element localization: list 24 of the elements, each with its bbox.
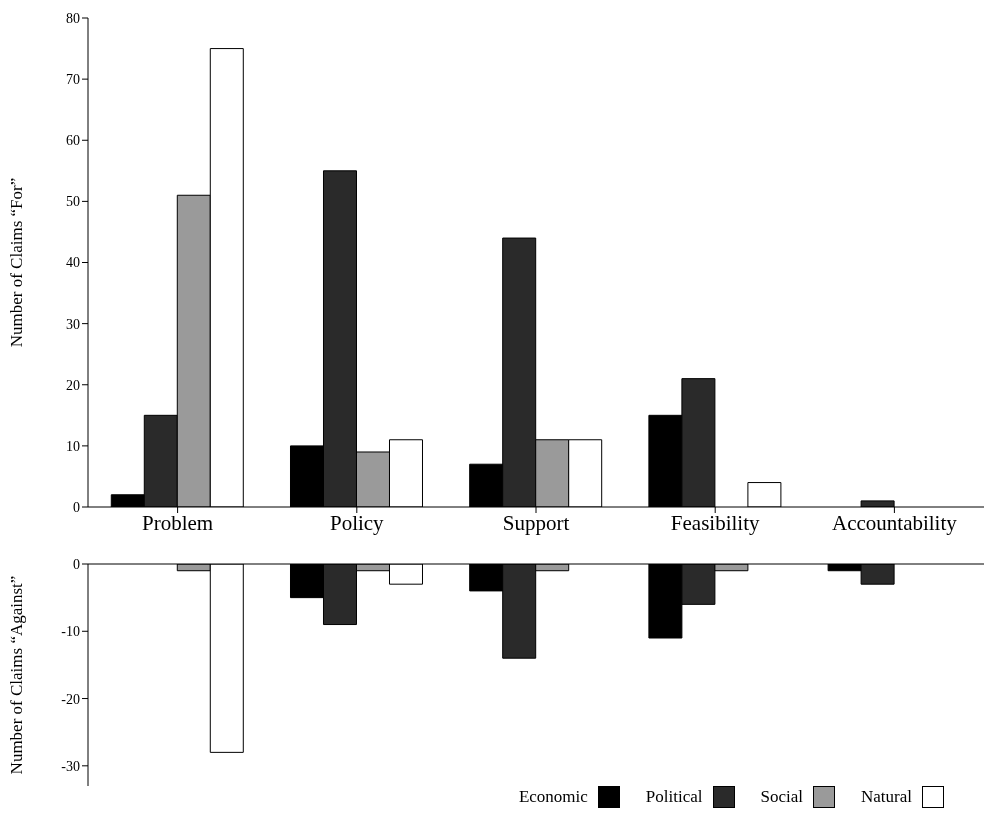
x-tick-label: Accountability — [831, 510, 958, 535]
y-tick-label: 20 — [66, 377, 80, 393]
y-tick-label: -30 — [61, 758, 80, 774]
x-tick-label: Policy — [329, 510, 385, 535]
y-axis-title: Number of Claims “For” — [7, 177, 27, 348]
y-tick-label: 30 — [66, 316, 80, 332]
y-axis-title: Number of Claims “Against” — [7, 575, 27, 775]
legend-label: Political — [645, 787, 703, 807]
y-tick-label: 80 — [66, 10, 80, 26]
y-tick-label: 50 — [66, 194, 80, 210]
y-tick-label: 10 — [66, 438, 80, 454]
y-tick-label: -20 — [61, 691, 80, 707]
y-tick-label: 40 — [66, 255, 80, 271]
y-tick-label: 0 — [73, 499, 80, 515]
x-tick-label: Problem — [142, 510, 214, 535]
x-tick-label: Support — [502, 510, 570, 535]
legend-label: Economic — [518, 787, 588, 807]
legend-label: Natural — [861, 787, 912, 807]
y-tick-label: 70 — [66, 72, 80, 88]
x-tick-label: Feasibility — [670, 510, 761, 535]
y-tick-label: 0 — [73, 556, 80, 572]
y-tick-label: -10 — [61, 624, 80, 640]
legend-label: Social — [760, 787, 804, 807]
y-tick-label: 60 — [66, 133, 80, 149]
